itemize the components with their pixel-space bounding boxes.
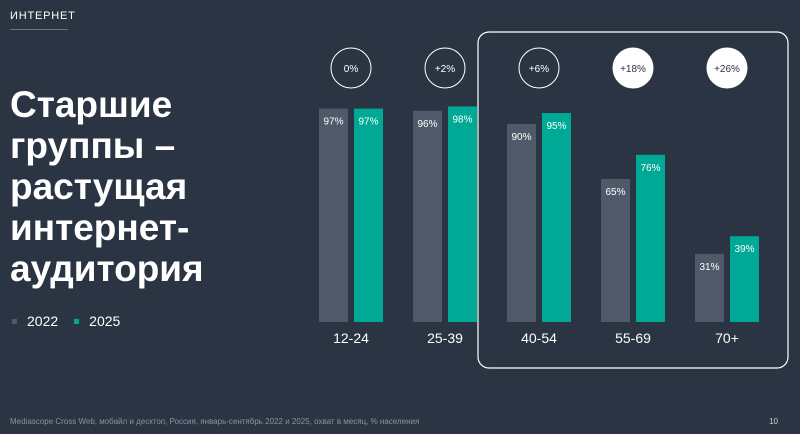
legend-item-2022: 2022 xyxy=(12,313,58,329)
legend-label-2022: 2022 xyxy=(27,313,59,329)
x-tick-label: 55-69 xyxy=(615,330,651,346)
x-tick-label: 70+ xyxy=(715,330,739,346)
data-label-2022: 97% xyxy=(323,117,343,128)
source-footnote: Mediascope Cross Web, мобайл и десктоп, … xyxy=(10,417,420,426)
bar-2022 xyxy=(319,108,348,322)
bar-2022 xyxy=(507,124,536,322)
bar-2025 xyxy=(730,236,759,322)
bar-2022 xyxy=(413,110,442,322)
bar-2022 xyxy=(601,179,630,322)
x-tick-label: 40-54 xyxy=(521,330,557,346)
change-bubble xyxy=(330,47,372,89)
data-label-2025: 95% xyxy=(546,121,566,132)
headline-line: аудитория xyxy=(10,248,204,289)
bar-2025 xyxy=(636,154,665,322)
change-label: +6% xyxy=(529,64,549,75)
page-number: 10 xyxy=(769,417,778,426)
change-label: +18% xyxy=(620,64,646,75)
section-rule xyxy=(10,29,68,30)
headline-line: интернет- xyxy=(10,207,190,248)
change-bubble xyxy=(518,47,560,89)
data-label-2025: 39% xyxy=(734,244,754,255)
data-label-2022: 96% xyxy=(417,119,437,130)
data-label-2022: 65% xyxy=(605,187,625,198)
change-bubble xyxy=(706,47,748,89)
headline-line: растущая xyxy=(10,166,188,207)
bar-2025 xyxy=(542,113,571,322)
bar-2025 xyxy=(354,108,383,322)
change-label: +2% xyxy=(435,64,455,75)
legend-label-2025: 2025 xyxy=(89,313,121,329)
headline-line: группы – xyxy=(10,125,176,166)
legend-swatch-2025 xyxy=(74,318,80,324)
data-label-2025: 97% xyxy=(358,117,378,128)
highlight-frame xyxy=(477,31,789,369)
legend-swatch-2022 xyxy=(12,318,17,324)
bar-2025 xyxy=(448,106,477,323)
legend: 2022 2025 xyxy=(12,313,136,329)
data-label-2025: 98% xyxy=(452,114,472,125)
x-tick-label: 12-24 xyxy=(333,330,369,346)
data-label-2022: 31% xyxy=(699,262,719,273)
section-label: ИНТЕРНЕТ xyxy=(10,10,76,22)
change-label: +26% xyxy=(714,64,740,75)
data-label-2025: 76% xyxy=(640,163,660,174)
data-label-2022: 90% xyxy=(511,132,531,143)
headline-line: Старшие xyxy=(10,84,173,125)
change-bubble xyxy=(424,47,466,89)
x-tick-label: 25-39 xyxy=(427,330,463,346)
change-bubble xyxy=(612,47,654,89)
bar-2022 xyxy=(695,253,724,322)
headline: Старшие группы – растущая интернет- ауди… xyxy=(10,84,270,289)
legend-item-2025: 2025 xyxy=(74,313,120,329)
change-label: 0% xyxy=(344,64,359,75)
